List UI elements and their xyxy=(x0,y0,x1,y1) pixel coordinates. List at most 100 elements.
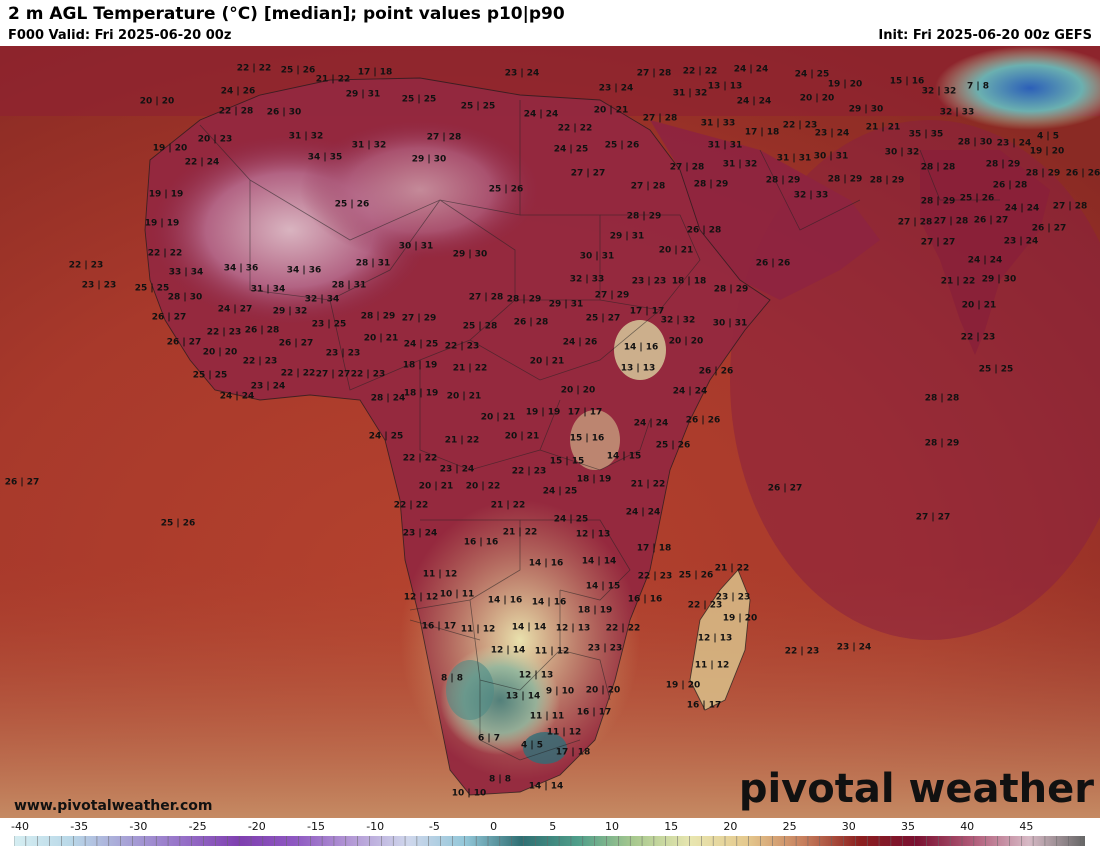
point-value: 28 | 31 xyxy=(331,280,367,291)
point-value: 28 | 29 xyxy=(693,179,729,190)
point-value: 23 | 23 xyxy=(587,643,623,654)
point-value: 29 | 30 xyxy=(981,274,1017,285)
colorbar-tick-label: -40 xyxy=(11,820,29,833)
point-value: 28 | 29 xyxy=(360,311,396,322)
point-value: 4 | 5 xyxy=(520,740,544,751)
point-value: 35 | 35 xyxy=(908,129,944,140)
point-value: 25 | 26 xyxy=(334,199,370,210)
point-value: 19 | 20 xyxy=(722,613,758,624)
point-value: 27 | 28 xyxy=(426,132,462,143)
point-value: 19 | 20 xyxy=(827,79,863,90)
point-value: 26 | 28 xyxy=(244,325,280,336)
point-value: 24 | 24 xyxy=(633,418,669,429)
point-value: 19 | 20 xyxy=(152,143,188,154)
point-value: 11 | 12 xyxy=(694,660,730,671)
point-value: 30 | 31 xyxy=(579,251,615,262)
point-value: 26 | 27 xyxy=(973,215,1009,226)
point-value: 23 | 24 xyxy=(439,464,475,475)
point-value: 28 | 30 xyxy=(957,137,993,148)
point-value: 26 | 30 xyxy=(266,107,302,118)
colorbar-tick-label: -35 xyxy=(70,820,89,833)
point-value: 34 | 36 xyxy=(286,265,322,276)
point-value: 29 | 30 xyxy=(452,249,488,260)
point-value: 23 | 24 xyxy=(836,642,872,653)
point-value: 15 | 16 xyxy=(889,76,925,87)
point-value: 28 | 29 xyxy=(626,211,662,222)
point-value: 10 | 11 xyxy=(439,589,475,600)
colorbar-tick-label: -25 xyxy=(188,820,207,833)
temperature-map[interactable]: 22 | 22 25 | 26 17 | 18 21 | 22 23 | 24 27 | … xyxy=(0,46,1100,818)
point-value: 20 | 20 xyxy=(139,96,175,107)
point-value: 24 | 24 xyxy=(523,109,559,120)
point-value: 32 | 32 xyxy=(660,315,696,326)
point-value: 25 | 26 xyxy=(678,570,714,581)
point-value: 12 | 13 xyxy=(575,529,611,540)
point-value: 24 | 24 xyxy=(733,64,769,75)
point-value: 24 | 25 xyxy=(403,339,439,350)
colorbar-tick-label: 15 xyxy=(664,820,679,833)
point-value: 25 | 26 xyxy=(655,440,691,451)
point-value: 22 | 22 xyxy=(147,248,183,259)
point-value: 12 | 13 xyxy=(518,670,554,681)
point-value: 12 | 14 xyxy=(490,645,526,656)
point-value: 27 | 28 xyxy=(642,113,678,124)
point-value: 19 | 20 xyxy=(665,680,701,691)
colorbar-tick-label: -20 xyxy=(247,820,266,833)
point-value: 14 | 15 xyxy=(585,581,621,592)
point-value: 24 | 25 xyxy=(794,69,830,80)
point-value: 8 | 8 xyxy=(488,774,512,785)
point-value: 21 | 22 xyxy=(714,563,750,574)
point-value: 8 | 8 xyxy=(440,673,464,684)
point-value: 31 | 31 xyxy=(776,153,812,164)
point-value: 32 | 34 xyxy=(304,294,340,305)
point-value: 29 | 30 xyxy=(411,154,447,165)
point-value: 29 | 31 xyxy=(345,89,381,100)
point-value: 23 | 24 xyxy=(504,68,540,79)
colorbar-tick-label: 35 xyxy=(901,820,915,833)
point-value: 23 | 24 xyxy=(402,528,438,539)
point-value: 19 | 19 xyxy=(525,407,561,418)
point-value: 16 | 17 xyxy=(686,700,722,711)
point-value: 31 | 32 xyxy=(351,140,387,151)
point-value: 34 | 35 xyxy=(307,152,343,163)
point-value: 31 | 33 xyxy=(700,118,736,129)
colorbar-tick-label: 20 xyxy=(723,820,738,833)
point-value: 31 | 32 xyxy=(722,159,758,170)
point-value: 20 | 20 xyxy=(560,385,596,396)
point-value: 21 | 22 xyxy=(940,276,976,287)
point-value: 20 | 21 xyxy=(961,300,997,311)
point-value: 24 | 25 xyxy=(553,514,589,525)
point-value: 15 | 16 xyxy=(569,433,605,444)
point-value: 17 | 17 xyxy=(629,306,665,317)
colorbar-tick-label: -5 xyxy=(428,820,440,833)
point-value: 23 | 24 xyxy=(814,128,850,139)
point-value: 22 | 23 xyxy=(68,260,104,271)
point-value: 20 | 22 xyxy=(465,481,501,492)
point-value: 23 | 23 xyxy=(715,592,751,603)
point-value: 34 | 36 xyxy=(223,263,259,274)
colorbar-tick-label: 25 xyxy=(782,820,797,833)
point-value: 22 | 23 xyxy=(350,369,386,380)
point-value: 12 | 12 xyxy=(403,592,439,603)
point-value: 26 | 27 xyxy=(278,338,314,349)
point-value: 25 | 25 xyxy=(192,370,228,381)
point-value: 22 | 24 xyxy=(184,157,220,168)
point-value: 31 | 34 xyxy=(250,284,286,295)
point-value: 28 | 29 xyxy=(506,294,542,305)
point-value: 27 | 29 xyxy=(594,290,630,301)
point-value: 26 | 28 xyxy=(513,317,549,328)
point-value: 28 | 29 xyxy=(765,175,801,186)
point-value: 30 | 31 xyxy=(712,318,748,329)
point-value: 27 | 28 xyxy=(897,217,933,228)
point-value: 20 | 21 xyxy=(658,245,694,256)
point-value: 27 | 28 xyxy=(669,162,705,173)
brand-logo: pivotal weather xyxy=(738,766,1094,812)
point-value: 27 | 28 xyxy=(630,181,666,192)
point-value: 9 | 10 xyxy=(545,686,575,697)
point-value: 29 | 32 xyxy=(272,306,308,317)
point-value: 18 | 19 xyxy=(402,360,438,371)
point-value: 28 | 29 xyxy=(924,438,960,449)
point-value: 22 | 22 xyxy=(402,453,438,464)
colorbar-tick-label: -30 xyxy=(129,820,148,833)
point-value: 11 | 12 xyxy=(422,569,458,580)
